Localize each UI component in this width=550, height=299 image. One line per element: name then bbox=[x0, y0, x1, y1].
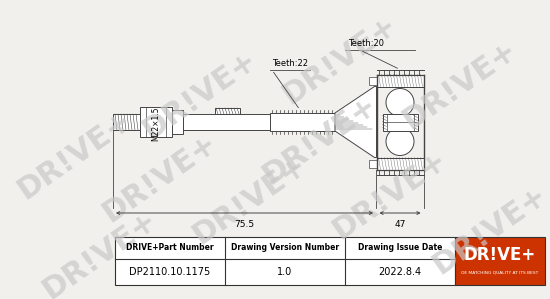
Bar bbox=[368, 159, 377, 167]
Circle shape bbox=[386, 127, 414, 155]
Text: DRIVE+Part Number: DRIVE+Part Number bbox=[126, 243, 214, 252]
Bar bbox=[382, 114, 417, 130]
Text: DR!VE+: DR!VE+ bbox=[327, 145, 453, 245]
Text: DR!VE+: DR!VE+ bbox=[257, 90, 383, 190]
Text: Teeth:20: Teeth:20 bbox=[348, 39, 384, 48]
Bar bbox=[377, 74, 424, 86]
Text: OE MATCHING QUALITY AT ITS BEST: OE MATCHING QUALITY AT ITS BEST bbox=[461, 271, 538, 275]
Circle shape bbox=[386, 89, 414, 117]
Bar bbox=[115, 237, 455, 285]
Text: 1.0: 1.0 bbox=[277, 267, 293, 277]
Polygon shape bbox=[335, 86, 377, 158]
Bar bbox=[455, 237, 545, 285]
Bar bbox=[140, 107, 172, 137]
Text: DR!VE+: DR!VE+ bbox=[397, 35, 522, 135]
Text: 47: 47 bbox=[394, 220, 406, 229]
Bar bbox=[377, 158, 424, 170]
Bar bbox=[215, 108, 240, 114]
Text: DR!VE+: DR!VE+ bbox=[138, 45, 263, 145]
Text: DR!VE+: DR!VE+ bbox=[188, 150, 312, 250]
Bar bbox=[270, 113, 335, 131]
Bar bbox=[113, 114, 140, 130]
Text: DR!VE+: DR!VE+ bbox=[97, 128, 223, 228]
Text: Drawing Issue Date: Drawing Issue Date bbox=[358, 243, 442, 252]
Text: DR!VE+: DR!VE+ bbox=[277, 10, 403, 110]
Text: Teeth:22: Teeth:22 bbox=[272, 59, 308, 68]
Text: DR!VE+: DR!VE+ bbox=[464, 246, 536, 264]
Bar bbox=[172, 110, 183, 134]
Text: 75.5: 75.5 bbox=[234, 220, 255, 229]
Text: DR!VE+: DR!VE+ bbox=[37, 205, 163, 299]
Text: Drawing Version Number: Drawing Version Number bbox=[231, 243, 339, 252]
Bar bbox=[368, 77, 377, 85]
Text: DP2110.10.1175: DP2110.10.1175 bbox=[129, 267, 211, 277]
Text: DR!VE+: DR!VE+ bbox=[12, 105, 138, 205]
Text: 2022.8.4: 2022.8.4 bbox=[378, 267, 421, 277]
Text: M22×1.5: M22×1.5 bbox=[151, 107, 161, 141]
Text: DR!VE+: DR!VE+ bbox=[427, 180, 550, 280]
Bar bbox=[183, 114, 270, 130]
